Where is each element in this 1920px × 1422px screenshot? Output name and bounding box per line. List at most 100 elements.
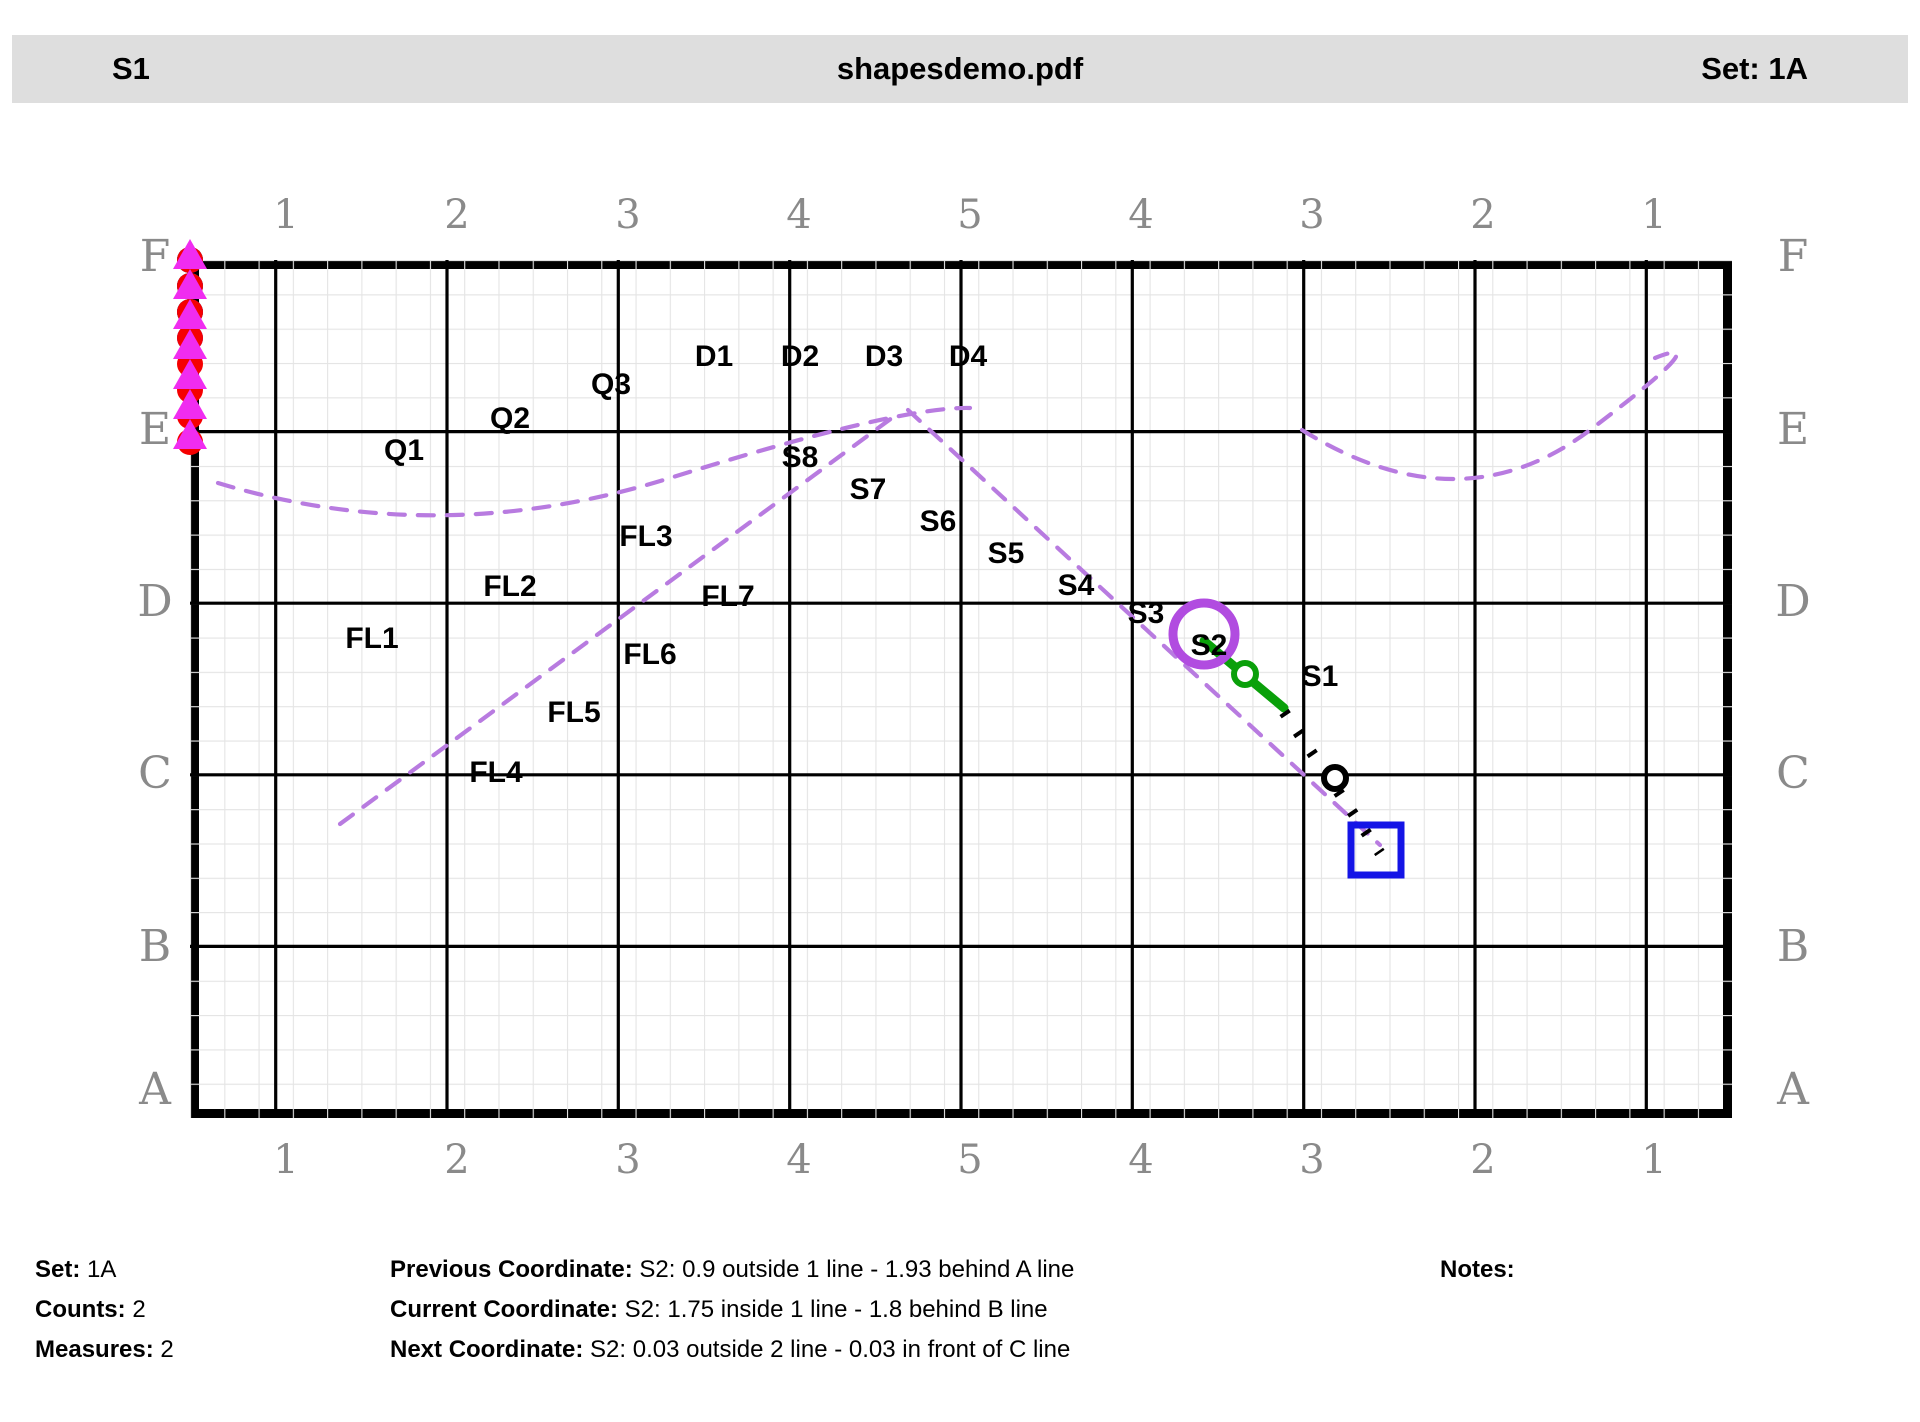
bottom-axis-num-9: 1 bbox=[1641, 1137, 1667, 1183]
header-filename: shapesdemo.pdf bbox=[836, 51, 1084, 86]
top-axis-num-1: 1 bbox=[273, 192, 299, 238]
footer-current-label: Current Coordinate: bbox=[390, 1296, 618, 1323]
marker-label-q2: Q2 bbox=[489, 402, 531, 435]
marker-label-s7: S7 bbox=[849, 473, 887, 506]
dashed-diagonal bbox=[337, 407, 1383, 848]
bottom-axis-num-8: 2 bbox=[1470, 1137, 1496, 1183]
right-axis-letter-E: E bbox=[1776, 404, 1810, 455]
marker-tri-fl3[interactable] bbox=[173, 299, 207, 329]
top-axis-num-3: 3 bbox=[615, 192, 641, 238]
path-green-s2-s1 bbox=[1199, 636, 1289, 713]
marker-group-fl: FL1 FL2 FL3 FL4 FL5 FL6 FL7 bbox=[173, 239, 755, 789]
marker-tri-fl1[interactable] bbox=[173, 239, 207, 269]
marker-label-fl3: FL3 bbox=[619, 520, 673, 553]
marker-label-s4: S4 bbox=[1057, 569, 1095, 602]
bottom-axis-num-5: 5 bbox=[957, 1137, 983, 1183]
grid-major-vertical bbox=[274, 260, 1648, 1118]
bottom-axis-num-3: 3 bbox=[615, 1137, 641, 1183]
footer-counts-label: Counts: bbox=[35, 1296, 126, 1323]
footer-next-value: S2: 0.03 outside 2 line - 0.03 in front … bbox=[590, 1336, 1071, 1363]
footer-measures-label: Measures: bbox=[35, 1336, 154, 1363]
footer-next-row: Next Coordinate: S2: 0.03 outside 2 line… bbox=[390, 1330, 1074, 1370]
bottom-axis-num-2: 2 bbox=[444, 1137, 470, 1183]
marker-label-s5: S5 bbox=[987, 537, 1025, 570]
bottom-axis-num-4: 4 bbox=[786, 1137, 812, 1183]
marker-tri-fl5[interactable] bbox=[173, 359, 207, 389]
footer-next-label: Next Coordinate: bbox=[390, 1336, 584, 1363]
footer-previous-row: Previous Coordinate: S2: 0.9 outside 1 l… bbox=[390, 1250, 1074, 1290]
top-axis-num-4: 4 bbox=[786, 192, 812, 238]
marker-tri-fl6[interactable] bbox=[173, 389, 207, 419]
footer-set-label: Set: bbox=[35, 1256, 81, 1283]
right-axis-letter-A: A bbox=[1777, 1064, 1809, 1115]
marker-label-q3: Q3 bbox=[590, 368, 632, 401]
bottom-axis-num-1: 1 bbox=[273, 1137, 299, 1183]
top-axis-num-5: 5 bbox=[957, 192, 983, 238]
footer-measures-value: 2 bbox=[160, 1336, 174, 1363]
top-axis-num-7: 3 bbox=[1299, 192, 1325, 238]
footer-notes-label: Notes: bbox=[1440, 1256, 1515, 1283]
target-square-icon bbox=[1347, 821, 1405, 879]
top-axis-num-6: 4 bbox=[1128, 192, 1154, 238]
top-axis-num-2: 2 bbox=[444, 192, 470, 238]
top-axis-num-9: 1 bbox=[1641, 192, 1667, 238]
marker-label-s8: S8 bbox=[781, 441, 819, 474]
right-axis-letter-F: F bbox=[1777, 231, 1809, 282]
marker-label-d4: D4 bbox=[948, 340, 988, 373]
right-axis-letter-C: C bbox=[1776, 748, 1810, 799]
footer-notes-column: Notes: bbox=[1440, 1250, 1515, 1290]
left-axis-letter-B: B bbox=[138, 921, 172, 972]
marker-label-fl1: FL1 bbox=[345, 622, 399, 655]
footer-set-row: Set: 1A bbox=[35, 1250, 174, 1290]
marker-label-d2: D2 bbox=[780, 340, 820, 373]
left-axis-letter-D: D bbox=[137, 576, 173, 627]
footer-coordinates-column: Previous Coordinate: S2: 0.9 outside 1 l… bbox=[390, 1250, 1074, 1370]
marker-label-s2: S2 bbox=[1190, 629, 1228, 662]
header-bar: S1 shapesdemo.pdf Set: 1A bbox=[12, 35, 1908, 103]
marker-tri-fl2[interactable] bbox=[173, 269, 207, 299]
grid-major-horizontal bbox=[190, 430, 1732, 949]
marker-label-d3: D3 bbox=[864, 340, 904, 373]
current-position-highlight-ring bbox=[1168, 598, 1240, 670]
header-performer-label: S1 bbox=[112, 51, 150, 86]
footer-current-value: S2: 1.75 inside 1 line - 1.8 behind B li… bbox=[624, 1296, 1048, 1323]
right-axis-letter-D: D bbox=[1775, 576, 1811, 627]
footer-previous-label: Previous Coordinate: bbox=[390, 1256, 633, 1283]
field-grid-and-paths bbox=[190, 260, 1732, 1118]
header-set-label: Set: 1A bbox=[1701, 51, 1808, 86]
right-axis-letter-B: B bbox=[1776, 921, 1810, 972]
marker-label-d1: D1 bbox=[694, 340, 734, 373]
marker-label-s6: S6 bbox=[919, 505, 957, 538]
footer-set-value: 1A bbox=[87, 1256, 117, 1283]
bottom-axis-num-7: 3 bbox=[1299, 1137, 1325, 1183]
left-axis-letter-E: E bbox=[138, 404, 172, 455]
left-axis-letter-A: A bbox=[139, 1064, 171, 1115]
marker-label-s3: S3 bbox=[1127, 597, 1165, 630]
dashed-curve-right bbox=[1299, 350, 1679, 481]
footer-counts-value: 2 bbox=[132, 1296, 146, 1323]
footer-info: Set: 1A Counts: 2 Measures: 2 Previous C… bbox=[0, 1250, 1920, 1420]
dashed-curve-left bbox=[215, 405, 973, 518]
marker-label-fl7: FL7 bbox=[701, 580, 755, 613]
marker-label-fl2: FL2 bbox=[483, 570, 537, 603]
marker-label-q1: Q1 bbox=[383, 434, 425, 467]
top-axis-num-8: 2 bbox=[1470, 192, 1496, 238]
footer-current-row: Current Coordinate: S2: 1.75 inside 1 li… bbox=[390, 1290, 1074, 1330]
marker-label-fl4: FL4 bbox=[469, 756, 523, 789]
footer-measures-row: Measures: 2 bbox=[35, 1330, 174, 1370]
marker-label-fl5: FL5 bbox=[547, 696, 601, 729]
drill-field[interactable]: Q1 Q2 Q3 D1 D2 D3 D4 S8 S7 S6 S5 bbox=[173, 239, 1732, 1118]
marker-tri-fl4[interactable] bbox=[173, 329, 207, 359]
footer-left-column: Set: 1A Counts: 2 Measures: 2 bbox=[35, 1250, 174, 1370]
left-axis-letter-F: F bbox=[139, 231, 171, 282]
marker-tri-fl7[interactable] bbox=[173, 419, 207, 449]
footer-previous-value: S2: 0.9 outside 1 line - 1.93 behind A l… bbox=[639, 1256, 1075, 1283]
bottom-axis-num-6: 4 bbox=[1128, 1137, 1154, 1183]
marker-label-s1: S1 bbox=[1301, 660, 1339, 693]
path-dotted-to-target bbox=[1279, 708, 1385, 857]
marker-label-fl6: FL6 bbox=[623, 638, 677, 671]
left-axis-letter-C: C bbox=[138, 748, 172, 799]
footer-notes-row: Notes: bbox=[1440, 1250, 1515, 1290]
footer-counts-row: Counts: 2 bbox=[35, 1290, 174, 1330]
